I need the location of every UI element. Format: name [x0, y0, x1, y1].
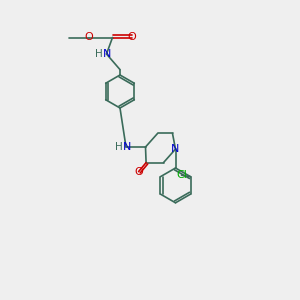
Text: N: N — [171, 144, 180, 154]
Text: H: H — [95, 49, 103, 59]
Text: N: N — [123, 142, 131, 152]
Text: Cl: Cl — [176, 170, 187, 180]
Text: O: O — [128, 32, 136, 43]
Text: O: O — [84, 32, 93, 43]
Text: O: O — [134, 167, 143, 177]
Text: N: N — [103, 49, 112, 59]
Text: H: H — [115, 142, 122, 152]
